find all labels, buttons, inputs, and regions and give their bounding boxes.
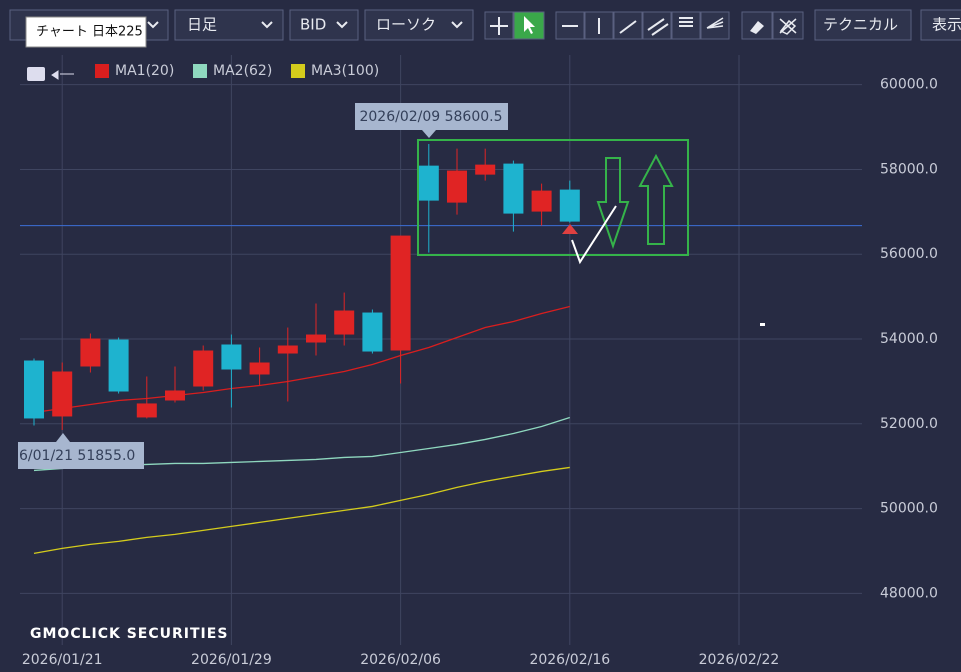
candle-body	[249, 362, 270, 375]
candle-body	[559, 189, 580, 222]
y-tick-label: 50000.0	[880, 501, 938, 517]
y-tick-label: 56000.0	[880, 246, 938, 262]
candle-body	[306, 334, 326, 343]
candle-body	[390, 235, 411, 351]
candle-body	[531, 190, 552, 212]
trendline-button[interactable]	[613, 11, 643, 40]
display-button[interactable]	[920, 9, 961, 41]
legend-icon[interactable]	[27, 67, 45, 81]
candle-body	[165, 390, 185, 401]
y-tick-label: 52000.0	[880, 416, 938, 432]
candle-body	[277, 345, 298, 354]
style: ローソク	[376, 16, 436, 34]
candle-body	[503, 163, 524, 214]
candle-body	[193, 350, 214, 387]
symbol-tooltip	[25, 16, 147, 48]
x-tick-label: 2026/02/22	[699, 652, 780, 668]
toolbar: 日足 BID ローソク テクニカル 表示 チャート 日本225	[9, 9, 961, 48]
legend-label: MA1(20)	[115, 63, 174, 79]
x-tick-label: 2026/01/29	[191, 652, 272, 668]
candle-body	[24, 360, 44, 419]
x-tick-label: 2026/02/16	[529, 652, 610, 668]
candle-body	[80, 338, 101, 367]
plot: 48000.0 50000.0 52000.0 54000.0 56000.0 58000…	[20, 55, 938, 668]
candle-body	[475, 164, 496, 175]
channel-button[interactable]	[642, 11, 672, 40]
legend-swatch	[95, 64, 109, 78]
annotations: 2026/02/09 58600.5 6/01/21 51855.0	[18, 103, 508, 469]
annotation: 6/01/21 51855.0	[19, 448, 135, 464]
candle-body	[221, 344, 242, 370]
ma-line	[33, 305, 570, 414]
y-tick-label: 54000.0	[880, 331, 938, 347]
x-tick-label: 2026/02/06	[360, 652, 441, 668]
x-tick-label: 2026/01/21	[22, 652, 103, 668]
legend	[27, 67, 74, 81]
candle-body	[447, 170, 467, 203]
candle-body	[136, 403, 157, 418]
legend-label: MA2(62)	[213, 63, 272, 79]
symbol: チャート 日本225	[36, 25, 143, 40]
legend-swatch	[291, 64, 305, 78]
legend-label: MA3(100)	[311, 63, 379, 79]
legend-swatch	[193, 64, 207, 78]
y-tick-label: 60000.0	[880, 77, 938, 93]
y-tick-label: 58000.0	[880, 161, 938, 177]
candle-body	[362, 312, 383, 352]
side-select[interactable]	[289, 9, 359, 41]
candle-body	[52, 371, 73, 417]
ma-line	[33, 466, 570, 555]
legend-items: MA1(20) MA2(62) MA3(100)	[95, 63, 379, 79]
annotation: 2026/02/09 58600.5	[359, 109, 502, 125]
period: 日足	[187, 16, 217, 34]
candle-body	[108, 339, 129, 392]
display: 表示	[932, 16, 961, 34]
y-tick-label: 48000.0	[880, 585, 938, 601]
drawings	[417, 139, 765, 326]
side: BID	[300, 16, 326, 34]
candle-body	[418, 165, 439, 201]
technical-button[interactable]	[814, 9, 912, 41]
technical: テクニカル	[823, 16, 898, 34]
brand: GMOCLICK SECURITIES	[30, 626, 228, 642]
candle-body	[334, 310, 355, 335]
